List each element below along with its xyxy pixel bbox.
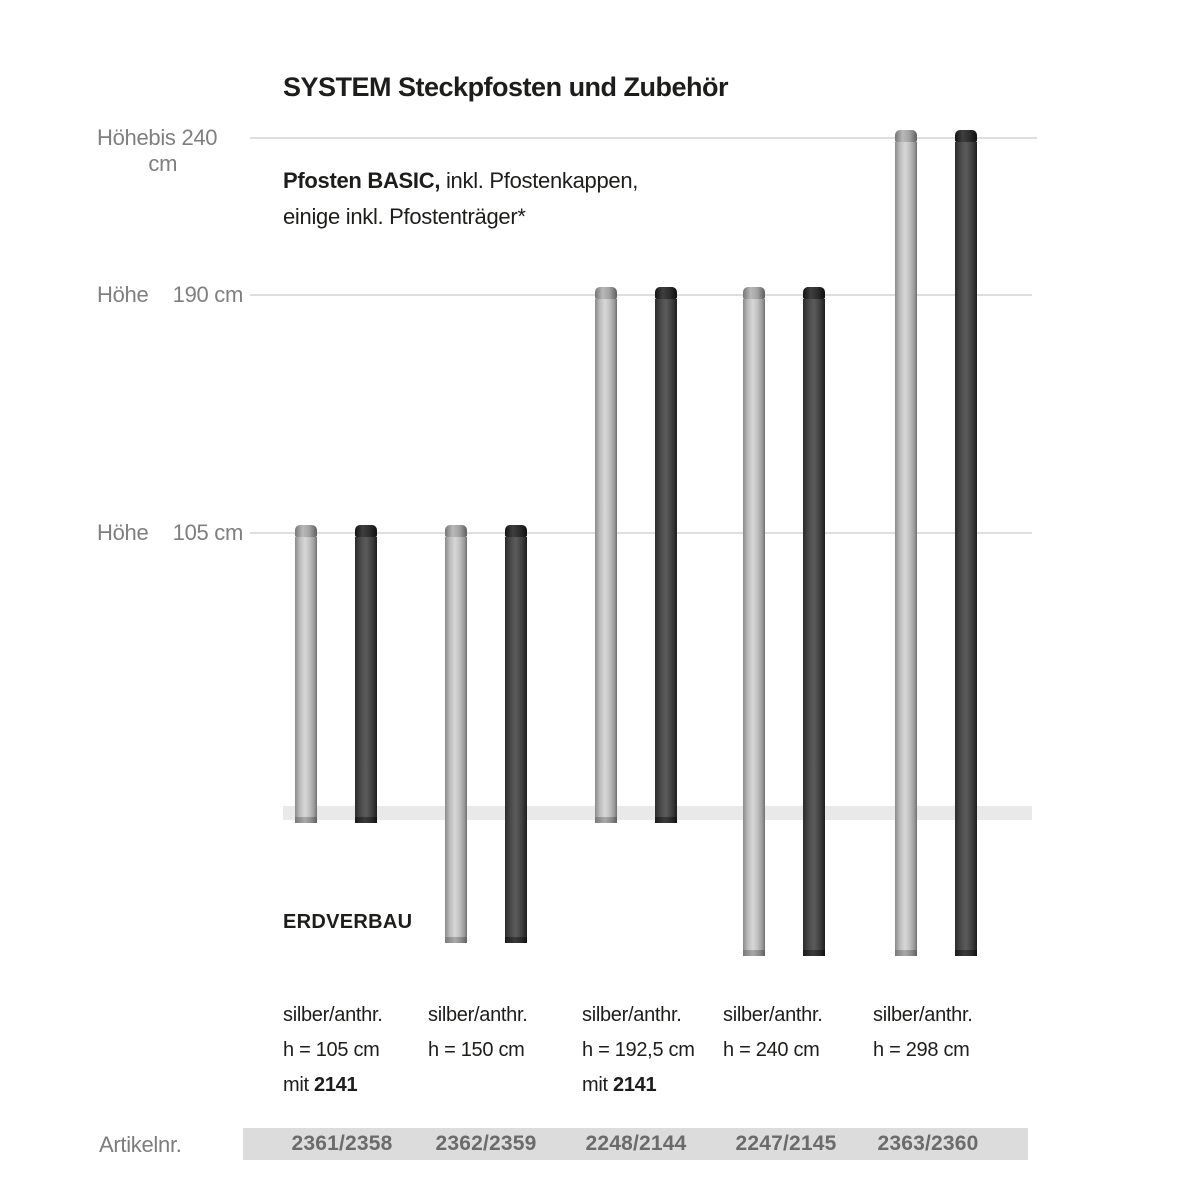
silver-post-192.5cm (595, 287, 617, 823)
post-bottom-tip (895, 950, 917, 956)
height-label-105-prefix: Höhe (97, 520, 149, 545)
mit-article-number: 2141 (613, 1074, 657, 1096)
height-label-105: Höhe 105 cm (97, 520, 243, 546)
post-bottom-tip (655, 817, 677, 823)
artikelnr-value: 2248/2144 (585, 1132, 687, 1155)
post-bottom-tip (595, 817, 617, 823)
post-bottom-tip (743, 950, 765, 956)
column-height-label: h = 150 cm (428, 1039, 525, 1061)
mit-prefix: mit (283, 1074, 315, 1096)
column-height-label: h = 298 cm (873, 1039, 970, 1061)
silver-post-150cm (445, 525, 467, 944)
artikelnr-row-label: Artikelnr. (99, 1132, 182, 1157)
post-body (355, 537, 377, 817)
column-height-label: h = 105 cm (283, 1039, 380, 1061)
post-body (895, 142, 917, 950)
anthr-post-192.5cm (655, 287, 677, 823)
silver-post-105cm (295, 525, 317, 823)
artikelnr-band (243, 1128, 1028, 1160)
column-color-label: silber/anthr. (723, 1004, 823, 1026)
post-bottom-tip (505, 937, 527, 944)
column-label-192.5cm: silber/anthr. h = 192,5 cm mit 2141 (582, 998, 695, 1103)
column-label-105cm: silber/anthr. h = 105 cm mit 2141 (283, 998, 383, 1103)
column-color-label: silber/anthr. (582, 1004, 682, 1026)
artikelnr-value: 2362/2359 (435, 1132, 537, 1155)
column-mit-label: mit 2141 (283, 1068, 383, 1103)
column-label-298cm: silber/anthr. h = 298 cm (873, 998, 973, 1068)
post-cap (803, 287, 825, 299)
post-cap (743, 287, 765, 299)
height-label-190-value: 190 cm (172, 282, 244, 307)
mit-prefix: mit (582, 1074, 614, 1096)
gridline-240cm (250, 137, 1037, 139)
subtitle-line2: einige inkl. Pfostenträger* (283, 204, 526, 229)
post-cap (955, 130, 977, 142)
post-body (955, 142, 977, 950)
silver-post-240cm (743, 287, 765, 956)
artikelnr-value: 2247/2145 (735, 1132, 837, 1155)
post-bottom-tip (955, 950, 977, 956)
height-label-240: Höhe bis 240 cm (97, 125, 243, 177)
post-bottom-tip (803, 950, 825, 956)
page-title: SYSTEM Steckpfosten und Zubehör (283, 72, 729, 102)
gridline-105cm (250, 532, 1032, 534)
column-color-label: silber/anthr. (428, 1004, 528, 1026)
height-label-240-value: bis 240 cm (148, 125, 218, 176)
anthr-post-105cm (355, 525, 377, 823)
post-bottom-tip (445, 937, 467, 944)
mit-article-number: 2141 (314, 1074, 358, 1096)
height-label-240-prefix: Höhe (97, 125, 149, 150)
artikelnr-value: 2363/2360 (877, 1132, 979, 1155)
post-cap (895, 130, 917, 142)
height-label-105-value: 105 cm (172, 520, 244, 545)
post-bottom-tip (355, 817, 377, 823)
post-cap (505, 525, 527, 537)
anthr-post-240cm (803, 287, 825, 956)
subtitle: Pfosten BASIC, inkl. Pfostenkappen, eini… (283, 163, 638, 235)
artikelnr-value: 2361/2358 (291, 1132, 393, 1155)
post-body (655, 299, 677, 817)
anthr-post-150cm (505, 525, 527, 944)
post-body (445, 537, 467, 938)
erdverbau-label: ERDVERBAU (283, 911, 413, 933)
column-label-150cm: silber/anthr. h = 150 cm (428, 998, 528, 1068)
height-label-190: Höhe 190 cm (97, 282, 243, 308)
subtitle-rest: inkl. Pfostenkappen, (440, 168, 639, 193)
subtitle-bold: Pfosten BASIC, (283, 168, 441, 193)
silver-post-298cm (895, 130, 917, 956)
post-body (803, 299, 825, 950)
post-bottom-tip (295, 817, 317, 823)
post-body (505, 537, 527, 938)
post-body (743, 299, 765, 950)
column-height-label: h = 240 cm (723, 1039, 820, 1061)
height-label-190-prefix: Höhe (97, 282, 149, 307)
column-mit-label: mit 2141 (582, 1068, 695, 1103)
post-body (595, 299, 617, 817)
column-height-label: h = 192,5 cm (582, 1039, 695, 1061)
column-color-label: silber/anthr. (283, 1004, 383, 1026)
post-cap (445, 525, 467, 537)
column-label-240cm: silber/anthr. h = 240 cm (723, 998, 823, 1068)
post-cap (655, 287, 677, 299)
subtitle-line1: Pfosten BASIC, inkl. Pfostenkappen, (283, 163, 638, 199)
post-cap (355, 525, 377, 537)
post-cap (295, 525, 317, 537)
column-color-label: silber/anthr. (873, 1004, 973, 1026)
gridline-190cm (250, 294, 1032, 296)
post-body (295, 537, 317, 817)
post-cap (595, 287, 617, 299)
anthr-post-298cm (955, 130, 977, 956)
